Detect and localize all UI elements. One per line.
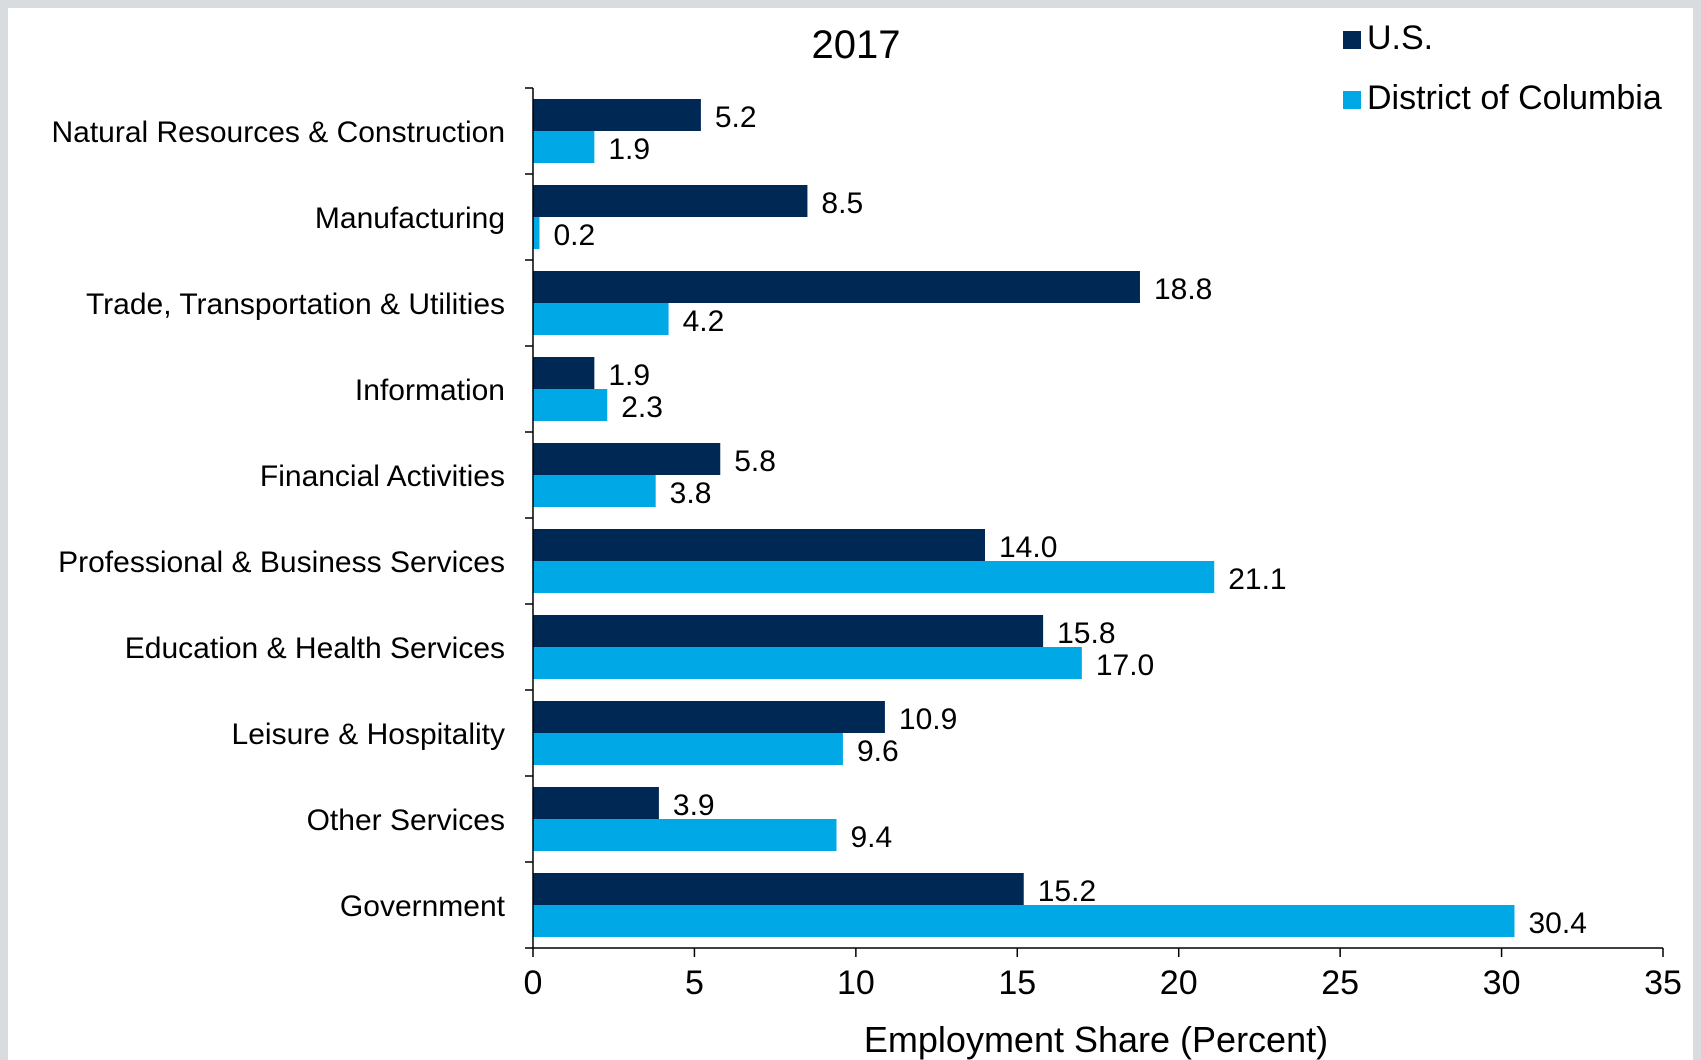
bar-us [533,615,1044,647]
legend-label-us: U.S. [1367,19,1433,57]
bar-dc [533,217,540,249]
data-label-us: 8.5 [821,187,863,220]
axes-group: Natural Resources & Construction Manufact… [51,87,1682,1002]
legend-swatch-us [1343,31,1361,49]
bar-dc [533,131,595,163]
category-label: Leisure & Hospitality [232,718,505,751]
bar-us [533,787,659,819]
bar-dc [533,303,669,335]
bar-dc [533,475,656,507]
data-label-dc: 9.4 [850,821,892,854]
x-tick-label: 15 [998,964,1036,1002]
data-label-us: 10.9 [899,703,957,736]
chart-frame: 2017 U.S. District of Columbia 5.2 1.9 8.5 0… [8,8,1693,1060]
legend-label-dc: District of Columbia [1367,79,1662,117]
category-label: Other Services [307,804,505,837]
x-tick-label: 0 [524,964,543,1002]
bar-us [533,443,721,475]
x-tick-label: 10 [837,964,875,1002]
bar-dc [533,561,1215,593]
category-label: Professional & Business Services [58,546,505,579]
bar-dc [533,819,837,851]
bar-us [533,271,1140,303]
x-tick-label: 20 [1160,964,1198,1002]
data-label-us: 5.8 [734,445,776,478]
category-label: Manufacturing [315,202,505,235]
category-label: Government [340,890,506,923]
bar-us [533,185,808,217]
data-label-us: 14.0 [999,531,1057,564]
data-label-us: 3.9 [673,789,715,822]
bar-dc [533,647,1082,679]
bar-us [533,873,1024,905]
data-label-dc: 3.8 [670,477,712,510]
data-label-dc: 17.0 [1096,649,1154,682]
bars-group: 5.21.98.50.218.84.21.92.35.83.814.021.11… [533,99,1587,940]
data-label-dc: 1.9 [608,133,650,166]
bar-us [533,701,885,733]
data-label-dc: 0.2 [553,219,595,252]
bar-us [533,529,985,561]
category-label: Trade, Transportation & Utilities [86,288,505,321]
data-label-us: 15.8 [1057,617,1115,650]
x-axis-title: Employment Share (Percent) [864,1019,1328,1060]
category-label: Information [355,374,505,407]
data-label-us: 15.2 [1038,875,1096,908]
bar-dc [533,733,843,765]
bar-chart: 2017 U.S. District of Columbia 5.2 1.9 8.5 0… [51,19,1682,1060]
legend-swatch-dc [1343,91,1361,109]
data-label-dc: 9.6 [857,735,899,768]
bar-us [533,357,595,389]
bar-dc [533,389,608,421]
data-label-dc: 4.2 [683,305,725,338]
data-label-dc: 2.3 [621,391,663,424]
chart-title: 2017 [812,23,901,67]
x-tick-label: 30 [1483,964,1521,1002]
category-label: Education & Health Services [125,632,505,665]
bar-us [533,99,701,131]
data-label-us: 18.8 [1154,273,1212,306]
x-tick-label: 35 [1644,964,1682,1002]
x-tick-label: 5 [685,964,704,1002]
x-tick-label: 25 [1321,964,1359,1002]
category-label: Financial Activities [260,460,505,493]
data-label-dc: 21.1 [1228,563,1286,596]
category-label: Natural Resources & Construction [51,116,505,149]
data-label-us: 5.2 [715,101,757,134]
bar-dc [533,905,1515,937]
data-label-us: 1.9 [608,359,650,392]
data-label-dc: 30.4 [1528,907,1586,940]
legend: U.S. District of Columbia [1343,19,1662,117]
